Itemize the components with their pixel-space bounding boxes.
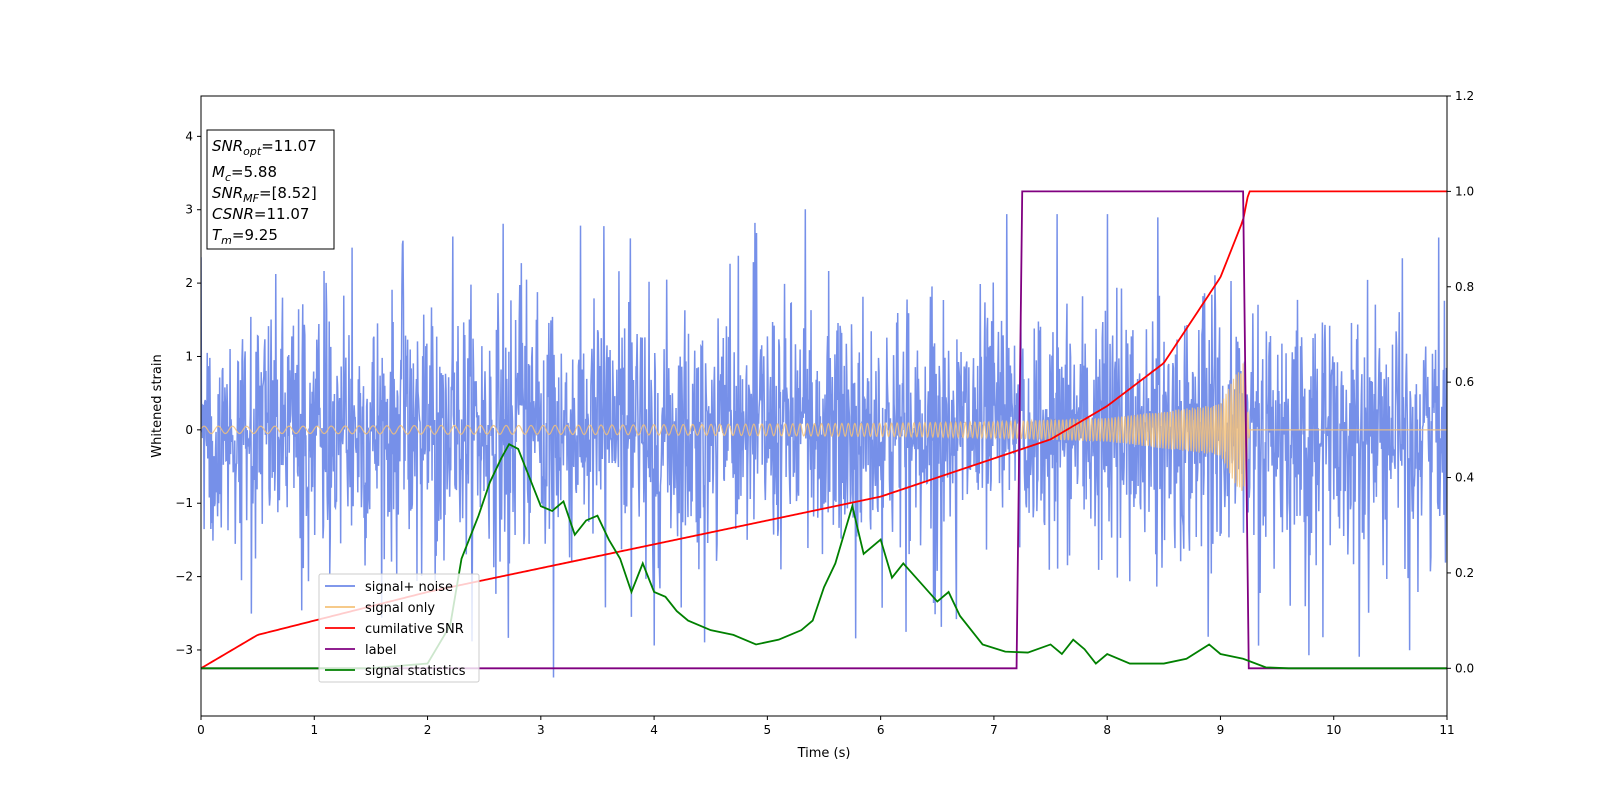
y-tick-label: −1 — [175, 496, 193, 510]
info-snr-mf: SNRMF=[8.52] — [212, 184, 317, 205]
y-tick-label: 0 — [185, 423, 193, 437]
y2-tick-label: 0.4 — [1455, 471, 1474, 485]
y2-tick-label: 1.2 — [1455, 89, 1474, 103]
legend-label: signal statistics — [365, 664, 466, 679]
series-signal-plus-noise — [201, 209, 1447, 678]
x-tick-label: 0 — [197, 723, 205, 737]
info-mc: Mc=5.88 — [212, 163, 277, 184]
info-box: SNRopt=11.07 Mc=5.88 SNRMF=[8.52] CSNR=1… — [206, 129, 335, 250]
series-signal-only — [201, 363, 1447, 491]
info-csnr: CSNR=11.07 — [212, 205, 309, 223]
y2-tick-label: 1.0 — [1455, 184, 1474, 198]
legend-label: signal only — [365, 601, 435, 616]
x-tick-label: 8 — [1103, 723, 1111, 737]
x-tick-label: 7 — [990, 723, 998, 737]
y-tick-label: 1 — [185, 349, 193, 363]
y-tick-label: −3 — [175, 643, 193, 657]
x-axis: 0 1 2 3 4 5 6 7 8 9 10 11 — [197, 716, 1455, 737]
series-signal-statistics — [201, 442, 1447, 670]
x-tick-label: 3 — [537, 723, 545, 737]
y2-tick-label: 0.6 — [1455, 375, 1474, 389]
y2-tick-label: 0.0 — [1455, 661, 1474, 675]
legend-label: cumilative SNR — [365, 622, 464, 637]
x-tick-label: 6 — [877, 723, 885, 737]
legend-label: signal+ noise — [365, 580, 453, 595]
legend: signal+ noise signal only cumilative SNR la… — [318, 573, 480, 683]
y-axis: −3 −2 −1 0 1 2 3 4 — [175, 129, 201, 657]
x-tick-label: 2 — [424, 723, 432, 737]
y-tick-label: −2 — [175, 570, 193, 584]
x-tick-label: 9 — [1217, 723, 1225, 737]
x-tick-label: 1 — [310, 723, 318, 737]
y-tick-label: 3 — [185, 203, 193, 217]
plot-frame — [200, 95, 1448, 717]
x-tick-label: 4 — [650, 723, 658, 737]
info-tm: Tm=9.25 — [212, 226, 278, 247]
x-tick-label: 5 — [764, 723, 772, 737]
y2-tick-label: 0.8 — [1455, 280, 1474, 294]
x-axis-label: Time (s) — [797, 746, 851, 761]
y-tick-label: 4 — [185, 129, 193, 143]
info-snr-opt: SNRopt=11.07 — [212, 137, 317, 158]
y2-tick-label: 0.2 — [1455, 566, 1474, 580]
y-axis-label: Whitened strain — [150, 354, 165, 457]
x-tick-label: 10 — [1326, 723, 1341, 737]
x-tick-label: 11 — [1439, 723, 1454, 737]
legend-label: label — [365, 643, 396, 658]
y-tick-label: 2 — [185, 276, 193, 290]
y2-axis: 0.0 0.2 0.4 0.6 0.8 1.0 1.2 — [1447, 89, 1474, 675]
